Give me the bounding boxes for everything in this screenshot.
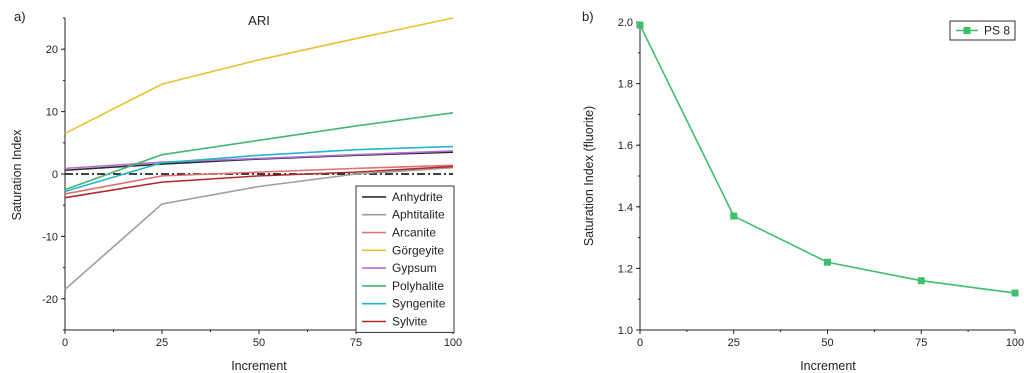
panel-b-point-ps-8-50 xyxy=(824,258,831,266)
panel-a-legend-label-sylvite: Sylvite xyxy=(392,315,428,329)
panel-a-title: ARI xyxy=(248,13,270,28)
panel-b-point-ps-8-100 xyxy=(1011,289,1019,297)
panel-b-label: b) xyxy=(582,9,594,24)
panel-b-axes: 0 25 50 75 100 1.0 1.2 1.4 1.6 1.8 2.0 xyxy=(618,17,1024,349)
panel-a-legend-label-syngenite: Syngenite xyxy=(392,297,446,311)
panel-b-point-ps-8-75 xyxy=(917,277,925,285)
panel-b-x-tick-label-100: 100 xyxy=(1006,337,1024,349)
panel-b-series-line-ps-8 xyxy=(639,24,1016,294)
panel-a-x-tick-label-25: 25 xyxy=(156,337,168,349)
panel-a-series-line-syngenite xyxy=(64,145,454,193)
panel-a-y-tick-label-0: 0 xyxy=(52,169,58,181)
panel-a-x-tick-label-50: 50 xyxy=(253,337,265,349)
panel-b-y-tick-label-1: 1.0 xyxy=(618,325,633,337)
panel-a-legend: Anhydrite Aphtitalite Arcanite Görgeyite Gyp… xyxy=(355,185,455,333)
panel-a-x-axis-title: Increment xyxy=(231,359,287,373)
panel-a-series-line-gypsum xyxy=(64,150,454,170)
panel-a-series-line-arcanite xyxy=(64,164,454,195)
panel-b-x-tick-label-75: 75 xyxy=(915,337,927,349)
panel-b-legend: PS 8 xyxy=(949,20,1016,41)
panel-a-chart: a) ARI 0 25 50 75 100 -20 -10 0 10 20 Anhydrite Ap… xyxy=(10,9,462,373)
panel-b-x-axis-title: Increment xyxy=(800,359,856,373)
panel-a-legend-label-gorgeyite: Görgeyite xyxy=(392,243,444,257)
panel-a-y-tick-label-10: -10 xyxy=(42,231,58,243)
panel-a-y-tick-label-20: -20 xyxy=(42,294,58,306)
panel-b-x-tick-label-50: 50 xyxy=(821,337,833,349)
panel-b-y-tick-label-1-8: 1.8 xyxy=(618,79,633,91)
panel-b-y-axis-title: Saturation Index (fluorite) xyxy=(582,106,596,246)
panel-b-series xyxy=(636,21,1019,297)
panel-a-x-tick-label-0: 0 xyxy=(62,337,68,349)
panel-b-legend-marker-ps-8 xyxy=(963,27,971,34)
panel-b-x-tick-label-25: 25 xyxy=(728,337,740,349)
panel-a-label: a) xyxy=(14,9,26,24)
panel-a-legend-label-aphtitalite: Aphtitalite xyxy=(392,208,445,222)
panel-b-y-tick-label-1-6: 1.6 xyxy=(618,140,633,152)
panel-b-chart: b) 0 25 50 75 100 1.0 1.2 1.4 1.6 1.8 2.0 PS 8 Inc… xyxy=(582,9,1024,373)
panel-a-axes: 0 25 50 75 100 -20 -10 0 10 20 xyxy=(42,17,462,349)
panel-a-x-tick-label-75: 75 xyxy=(350,337,362,349)
panel-a-series xyxy=(64,17,454,291)
panel-a-legend-label-polyhalite: Polyhalite xyxy=(392,279,444,293)
panel-a-legend-label-anhydrite: Anhydrite xyxy=(392,190,443,204)
panel-a-series-line-polyhalite xyxy=(64,112,454,191)
panel-a-legend-label-gypsum: Gypsum xyxy=(392,261,437,275)
panel-a-y-tick-label-10: 10 xyxy=(46,107,58,119)
panel-a-x-tick-label-100: 100 xyxy=(444,337,462,349)
panel-a-y-tick-label-20: 20 xyxy=(46,44,58,56)
panel-b-y-tick-label-1-2: 1.2 xyxy=(618,263,633,275)
panel-b-x-tick-label-0: 0 xyxy=(637,337,643,349)
panel-a-y-axis-title: Saturation Index xyxy=(10,129,24,221)
panel-a-series-line-gorgeyite xyxy=(64,17,454,135)
panel-a-legend-label-arcanite: Arcanite xyxy=(392,226,436,240)
panel-a-series-line-sylvite xyxy=(64,165,454,199)
panel-b-y-tick-label-1-4: 1.4 xyxy=(618,202,633,214)
panel-b-legend-box xyxy=(949,20,1016,41)
panel-a-legend-box xyxy=(355,185,455,333)
panel-b-legend-label-ps-8: PS 8 xyxy=(984,24,1010,38)
panel-b-point-ps-8-0 xyxy=(636,21,644,29)
panel-b-point-ps-8-25 xyxy=(730,212,738,220)
panel-a-series-line-aphtitalite xyxy=(64,166,454,291)
panel-b-y-tick-label-2: 2.0 xyxy=(618,17,633,29)
